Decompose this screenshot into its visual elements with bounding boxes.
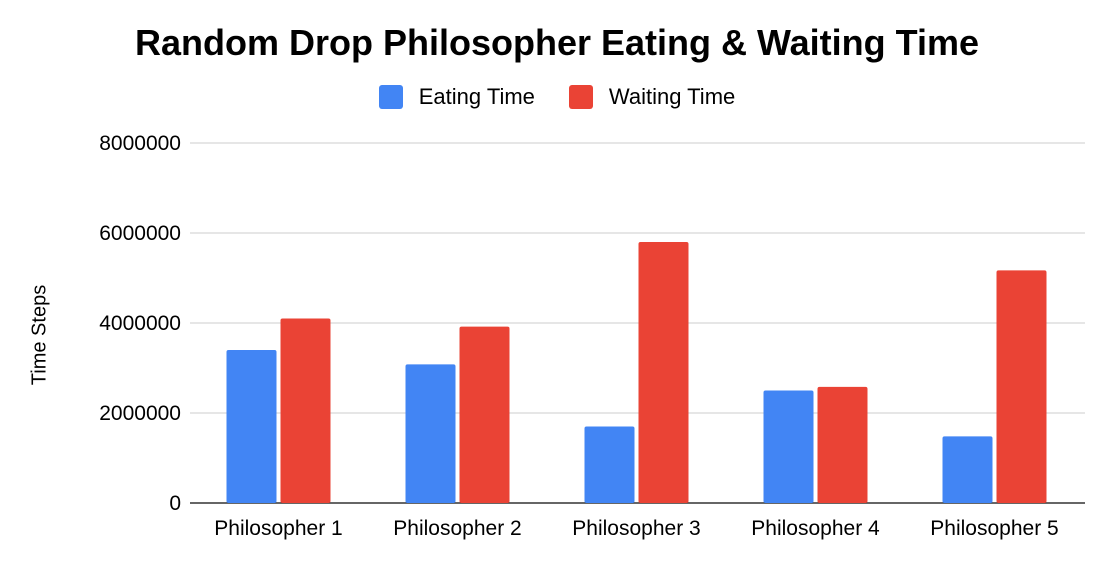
- bar-eating-3: [584, 426, 635, 503]
- bar-waiting-2: [459, 326, 510, 503]
- bar-eating-1: [226, 350, 277, 503]
- y-tick-label: 4000000: [99, 312, 181, 335]
- legend-label-waiting: Waiting Time: [608, 84, 736, 109]
- legend-swatch-eating: [378, 85, 403, 109]
- bar-eating-2: [405, 364, 456, 503]
- legend: Eating Time Waiting Time: [0, 84, 1114, 110]
- y-tick-label: 0: [169, 492, 181, 515]
- legend-label-eating: Eating Time: [418, 84, 535, 109]
- y-tick-label: 2000000: [99, 402, 181, 425]
- bar-waiting-5: [996, 270, 1047, 503]
- x-tick-label: Philosopher 4: [751, 517, 880, 540]
- x-tick-label: Philosopher 3: [572, 517, 700, 540]
- y-tick-label: 8000000: [99, 132, 181, 155]
- bar-waiting-4: [817, 386, 868, 503]
- chart-title: Random Drop Philosopher Eating & Waiting…: [134, 22, 980, 63]
- y-tick-label: 6000000: [99, 222, 181, 245]
- legend-item-eating: Eating Time: [378, 84, 535, 110]
- bar-eating-5: [942, 436, 993, 503]
- bar-waiting-3: [638, 242, 689, 503]
- bar-eating-4: [763, 390, 814, 503]
- bar-waiting-1: [280, 318, 331, 503]
- legend-item-waiting: Waiting Time: [568, 84, 736, 110]
- x-tick-label: Philosopher 1: [214, 517, 342, 540]
- legend-swatch-waiting: [568, 85, 593, 109]
- x-tick-label: Philosopher 5: [930, 517, 1058, 540]
- x-tick-label: Philosopher 2: [393, 517, 521, 540]
